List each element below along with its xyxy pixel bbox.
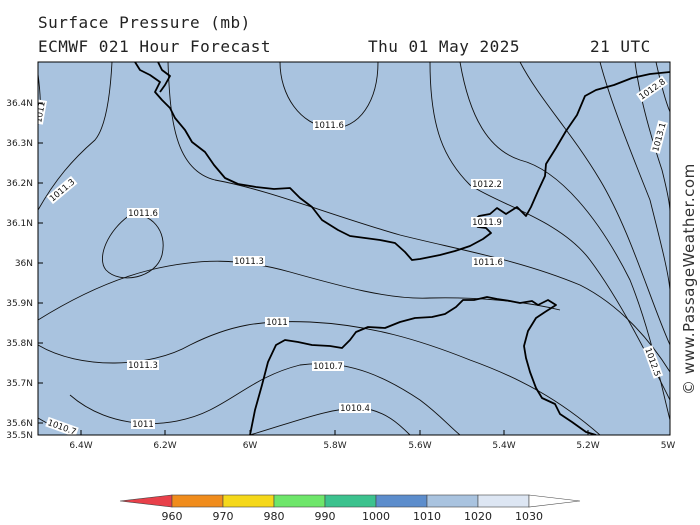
legend-swatch — [324, 494, 377, 508]
latitude-axis: 36.4N 36.3N 36.2N 36.1N 36N 35.9N 35.8N … — [6, 99, 43, 441]
isobar-label: 1011.3 — [234, 257, 264, 267]
legend-swatch — [477, 494, 530, 508]
legend-value: 970 — [213, 510, 234, 523]
legend-value: 1000 — [362, 510, 390, 523]
legend-value: 1020 — [464, 510, 492, 523]
legend-value: 980 — [264, 510, 285, 523]
legend-arrow-left — [119, 494, 173, 508]
legend-swatch — [375, 494, 428, 508]
isobar-label: 1010.7 — [313, 362, 343, 372]
isobar-label: 1011.9 — [472, 218, 502, 228]
legend-swatch — [171, 494, 224, 508]
isobar-line — [519, 62, 670, 346]
isobar-label: 1011 — [266, 318, 288, 328]
legend-value: 960 — [162, 510, 183, 523]
legend-value: 1010 — [413, 510, 441, 523]
isobar-line — [429, 62, 670, 401]
forecast-date: Thu 01 May 2025 — [368, 37, 520, 56]
isobar-line — [102, 214, 164, 279]
legend-arrow-right — [528, 494, 581, 508]
lon-tick-label: 6.4W — [69, 441, 92, 451]
isobar-label: 1011.6 — [314, 121, 344, 131]
isobar-line — [38, 260, 561, 321]
isobar-line — [599, 62, 670, 291]
map-frame — [37, 61, 671, 436]
lon-tick-label: 5.8W — [323, 441, 346, 451]
coastline-spain — [134, 62, 670, 261]
lon-tick-label: 5.2W — [576, 441, 599, 451]
lat-tick-label: 35.6N — [6, 419, 33, 429]
isobar-line — [167, 62, 670, 373]
legend-swatch — [426, 494, 479, 508]
lat-tick-label: 35.9N — [6, 299, 33, 309]
isobar-line — [655, 62, 670, 113]
lat-tick-label: 35.5N — [6, 431, 33, 441]
lat-tick-label: 35.8N — [6, 339, 33, 349]
legend-swatch — [273, 494, 326, 508]
coastline-morocco — [249, 296, 597, 435]
lon-tick-label: 6.2W — [153, 441, 176, 451]
isobar-line — [38, 62, 113, 211]
isobar-label: 1010.4 — [340, 404, 370, 414]
lat-tick-label: 36.4N — [6, 99, 33, 109]
coastlines — [134, 62, 670, 435]
isobar-label: 1011 — [132, 420, 154, 430]
pressure-legend: 960 970 980 990 1000 1010 1020 1030 — [119, 494, 581, 523]
legend-value: 990 — [315, 510, 336, 523]
legend-value: 1030 — [515, 510, 543, 523]
forecast-time: 21 UTC — [590, 37, 651, 56]
isobar-label: 1011 — [34, 101, 48, 124]
lat-tick-label: 35.7N — [6, 379, 33, 389]
longitude-axis: 6.4W 6.2W 6W 5.8W 5.6W 5.4W 5.2W 5W — [69, 430, 675, 451]
map-background — [38, 62, 670, 435]
isobar-label: 1011.6 — [128, 209, 158, 219]
lon-tick-label: 5.6W — [408, 441, 431, 451]
lat-tick-label: 36.3N — [6, 139, 33, 149]
map-title: Surface Pressure (mb) — [38, 13, 251, 32]
lon-tick-label: 5W — [661, 441, 676, 451]
lon-tick-label: 6W — [243, 441, 258, 451]
lat-tick-label: 36.2N — [6, 179, 33, 189]
lat-tick-label: 36N — [15, 259, 33, 269]
lat-tick-label: 36.1N — [6, 219, 33, 229]
model-forecast-line: ECMWF 021 Hour Forecast — [38, 37, 272, 56]
legend-swatch — [222, 494, 275, 508]
lon-tick-label: 5.4W — [492, 441, 515, 451]
coastline-spain-north — [157, 62, 171, 93]
isobar-label: 1012.2 — [472, 180, 502, 190]
site-watermark: © www.PassageWeather.com — [680, 163, 698, 395]
isobar-label: 1011.6 — [473, 258, 503, 268]
isobar-label: 1011.3 — [128, 361, 158, 371]
